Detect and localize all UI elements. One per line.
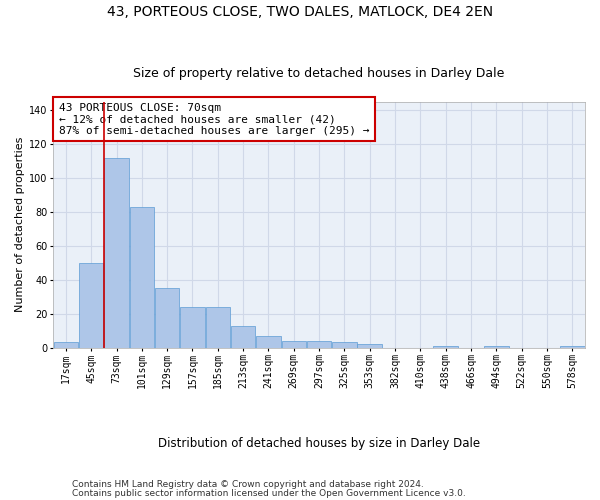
Text: 43, PORTEOUS CLOSE, TWO DALES, MATLOCK, DE4 2EN: 43, PORTEOUS CLOSE, TWO DALES, MATLOCK, … [107, 5, 493, 19]
Bar [433, 346, 458, 348]
Bar [104, 158, 129, 348]
Y-axis label: Number of detached properties: Number of detached properties [15, 137, 25, 312]
Bar [79, 262, 103, 348]
X-axis label: Distribution of detached houses by size in Darley Dale: Distribution of detached houses by size … [158, 437, 480, 450]
Bar [53, 342, 78, 347]
Bar [332, 342, 357, 347]
Bar [256, 336, 281, 347]
Bar [155, 288, 179, 348]
Bar [358, 344, 382, 348]
Bar [180, 307, 205, 348]
Bar [231, 326, 256, 347]
Title: Size of property relative to detached houses in Darley Dale: Size of property relative to detached ho… [133, 66, 505, 80]
Bar [206, 307, 230, 348]
Text: 43 PORTEOUS CLOSE: 70sqm
← 12% of detached houses are smaller (42)
87% of semi-d: 43 PORTEOUS CLOSE: 70sqm ← 12% of detach… [59, 102, 369, 136]
Bar [484, 346, 509, 348]
Bar [281, 341, 306, 347]
Text: Contains HM Land Registry data © Crown copyright and database right 2024.: Contains HM Land Registry data © Crown c… [72, 480, 424, 489]
Bar [130, 206, 154, 348]
Bar [307, 341, 331, 347]
Bar [560, 346, 584, 348]
Text: Contains public sector information licensed under the Open Government Licence v3: Contains public sector information licen… [72, 488, 466, 498]
